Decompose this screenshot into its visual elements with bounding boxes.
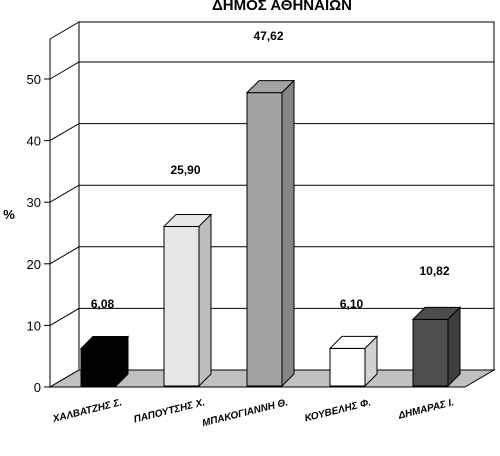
bar-side — [115, 335, 129, 388]
data-label: 6,08 — [91, 297, 115, 311]
category-label: ΠΑΠΟΥΤΣΗΣ Χ. — [133, 397, 206, 425]
y-tick-label: 20 — [27, 257, 41, 272]
bar — [79, 335, 130, 388]
bar-front — [412, 318, 449, 387]
bar — [245, 79, 296, 388]
bar-side-shade — [116, 336, 128, 386]
bar-side — [364, 335, 378, 388]
category-labels: ΧΑΛΒΑΤΖΗΣ Σ. ΠΑΠΟΥΤΣΗΣ Χ.ΜΠΑΚΟΓΙΑΝΝΗ Θ. ΚΟ… — [51, 397, 455, 429]
y-axis-ticks: 0 10 20 30 40 50 — [27, 72, 50, 395]
chart-title: ΔΗΜΟΣ ΑΘΗΝΑΙΩΝ — [212, 0, 352, 14]
bar — [162, 213, 213, 388]
bar-side-shade — [199, 214, 211, 386]
bar-side — [447, 306, 461, 388]
category-label: ΜΠΑΚΟΓΙΑΝΝΗ Θ. — [201, 397, 289, 429]
y-axis-label: % — [3, 207, 15, 222]
bar-side — [198, 213, 212, 388]
bar-side-shade — [448, 307, 460, 386]
bar-front — [163, 225, 200, 387]
bar — [411, 306, 462, 388]
bar-side-shade — [282, 80, 294, 386]
chart-bars — [79, 79, 462, 388]
category-label: ΚΟΥΒΕΛΗΣ Φ. — [304, 397, 373, 424]
y-tick-label: 50 — [27, 72, 41, 87]
data-label: 25,90 — [170, 163, 200, 177]
data-label: 6,10 — [340, 297, 364, 311]
category-label: ΔΗΜΑΡΑΣ Ι. — [396, 397, 455, 422]
y-tick-label: 30 — [27, 195, 41, 210]
data-labels: 6,08 25,90 47,62 6,10 10,82 — [91, 29, 450, 311]
bar — [328, 335, 379, 388]
data-label: 10,82 — [419, 264, 449, 278]
y-tick-label: 10 — [27, 318, 41, 333]
bar-front — [329, 347, 366, 387]
gridline — [49, 123, 494, 142]
gridline — [49, 307, 494, 326]
y-tick-label: 0 — [34, 380, 41, 395]
bar-side-shade — [365, 336, 377, 386]
bar-side — [281, 79, 295, 388]
gridline — [49, 184, 494, 203]
chart-gridlines — [49, 61, 494, 326]
gridline — [49, 61, 494, 80]
y-tick-label: 40 — [27, 134, 41, 149]
bar-front — [246, 92, 283, 387]
category-label: ΧΑΛΒΑΤΖΗΣ Σ. — [51, 397, 123, 425]
data-label: 47,62 — [253, 29, 283, 43]
bar-front — [80, 348, 117, 387]
gridline — [49, 246, 494, 265]
